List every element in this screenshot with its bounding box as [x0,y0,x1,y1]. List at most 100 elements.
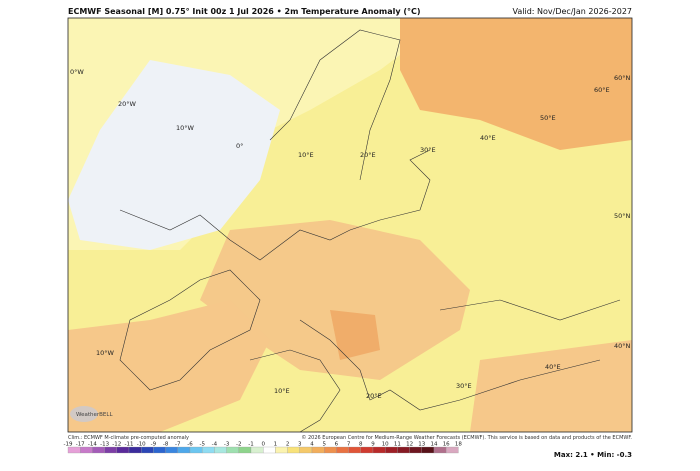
colorbar-swatch [263,446,276,454]
colorbar-swatch [409,446,422,454]
lon-label: 20°W [118,100,137,108]
colorbar-label: 14 [431,442,438,448]
colorbar-swatch [421,446,435,454]
lat-label: 50°N [614,212,631,220]
colorbar-swatch [348,446,361,454]
colorbar-swatch [92,446,105,454]
colorbar-swatch [104,446,117,454]
colorbar-swatch [385,446,398,454]
colorbar-label: -6 [187,442,193,448]
colorbar-label: 4 [310,442,314,448]
colorbar-swatch [311,446,325,454]
colorbar-swatch [287,446,300,454]
copyright: © 2026 European Centre for Medium-Range … [301,434,632,441]
colorbar-label: 2 [286,442,290,448]
colorbar-swatch [153,446,166,454]
lon-label: 60°E [594,86,610,94]
colorbar-label: 11 [394,442,401,448]
colorbar-label: 16 [443,442,450,448]
warm-core [330,310,380,360]
lon-label: 20°E [360,151,376,159]
lon-label: 40°E [480,134,496,142]
colorbar-swatch [372,446,386,454]
warm-field [470,340,632,432]
colorbar-swatch [397,446,410,454]
lon-label: 50°E [540,114,556,122]
colorbar-label: 5 [322,442,326,448]
colorbar-swatch [67,446,81,454]
colorbar-label: 0 [261,442,265,448]
colorbar-label: -14 [88,442,97,448]
colorbar-label: 3 [298,442,302,448]
colorbar-label: -19 [64,442,73,448]
max-min: Max: 2.1 • Min: -0.3 [554,451,632,459]
lon-label: 20°E [366,392,382,400]
logo: WeatherBELL [76,412,113,418]
colorbar-label: -7 [175,442,181,448]
colorbar-swatch [116,446,130,454]
colorbar-swatch [336,446,349,454]
warm-field [68,300,270,432]
lon-label: 0° [236,142,243,150]
lon-label: 10°E [274,387,290,395]
colorbar-label: -17 [76,442,85,448]
colorbar-label: -12 [112,442,121,448]
colorbar-label: 9 [371,442,375,448]
colorbar-swatch [141,446,154,454]
colorbar-label: -1 [248,442,253,448]
lat-label: 60°N [614,74,631,82]
ocean-field [68,60,280,250]
colorbar-swatch [80,446,93,454]
warm-field [400,18,632,150]
colorbar-swatch [299,446,313,454]
colorbar-label: -11 [125,442,134,448]
logo-mark [70,406,98,422]
colorbar-swatch [177,446,191,454]
colorbar-label: 18 [455,442,462,448]
colorbar-label: 1 [274,442,278,448]
lon-label: 10°W [176,124,195,132]
colorbar-swatch [275,446,288,454]
lon-label: 30°E [420,146,436,154]
colorbar-swatch [189,446,203,454]
map-frame [67,17,633,433]
colorbar-label: -9 [151,442,157,448]
lon-label: 40°E [545,363,561,371]
colorbar-label: -4 [212,442,218,448]
lon-label: 10°W [96,349,115,357]
colorbar-swatch [165,446,178,454]
colorbar-label: -8 [163,442,169,448]
colorbar-label: -2 [236,442,241,448]
colorbar-swatch [214,446,227,454]
colorbar-swatch [324,446,337,454]
colorbar-label: 8 [359,442,363,448]
colorbar: -19 -17 -14 -13 -12 -11 -10 -9 -8 -7 -6 -5 -4 -3 -2 -1 0… [64,442,462,454]
colorbar-swatch [250,446,264,454]
clim-note: Clim.: ECMWF M-climate pre-computed anom… [68,435,189,441]
lon-label: 0°W [70,68,84,76]
map-area: 0°W 20°W 10°W 0° 10°E 20°E 30°E 40°E 50°… [67,17,633,433]
colorbar-swatch [202,446,215,454]
colorbar-label: 6 [335,442,339,448]
coastlines [119,29,621,433]
title: ECMWF Seasonal [M] 0.75° Init 00z 1 Jul … [68,7,421,16]
lat-label: 40°N [614,342,631,350]
colorbar-label: -3 [224,442,230,448]
colorbar-label: 12 [406,442,413,448]
colorbar-label: 7 [347,442,351,448]
colorbar-label: 13 [418,442,425,448]
colorbar-label: -13 [100,442,109,448]
colorbar-swatch [128,446,142,454]
lon-label: 30°E [456,382,472,390]
lon-label: 10°E [298,151,314,159]
valid-period: Valid: Nov/Dec/Jan 2026-2027 [513,7,632,16]
colorbar-swatch [360,446,374,454]
colorbar-label: 10 [382,442,389,448]
colorbar-swatch [433,446,447,454]
colorbar-swatch [446,446,459,454]
colorbar-swatch [238,446,252,454]
colorbar-swatch [226,446,239,454]
colorbar-label: -5 [199,442,205,448]
